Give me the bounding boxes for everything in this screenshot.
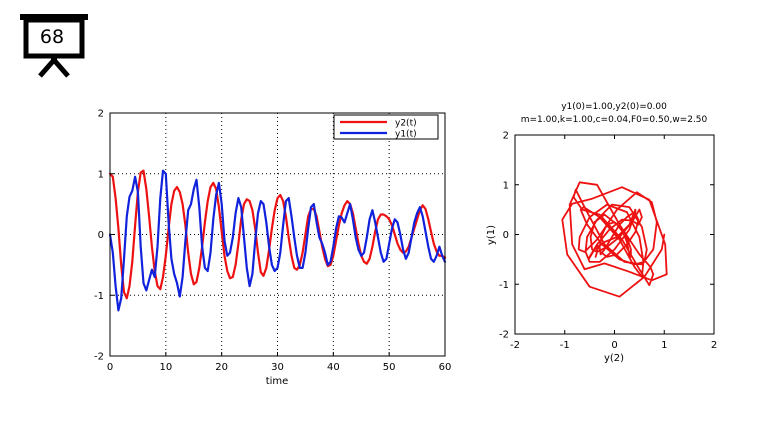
legend-label-y2: y2(t) <box>395 119 417 129</box>
x-tick-label: 0 <box>107 362 113 373</box>
y-tick-label: -1 <box>94 291 104 302</box>
y-tick-label: -2 <box>94 352 104 363</box>
legend-label-y1: y1(t) <box>395 130 417 140</box>
x-axis-label: time <box>266 376 289 387</box>
x-tick-label: 50 <box>383 362 396 373</box>
x-tick-label: 10 <box>159 362 172 373</box>
series-group <box>108 169 447 312</box>
x-tick-label: 60 <box>439 362 452 373</box>
y-tick-label: 1 <box>98 169 104 180</box>
x-tick-label: 30 <box>271 362 284 373</box>
grid-lines <box>110 113 445 356</box>
presentation-board-icon <box>20 14 88 78</box>
x-tick-label: 20 <box>215 362 228 373</box>
tick-labels: 0 10 20 30 40 50 60 -2 -1 0 1 2 <box>94 109 451 374</box>
x-tick-label: 40 <box>327 362 340 373</box>
legend: y2(t) y1(t) <box>333 114 439 140</box>
slide-number: 68 <box>39 26 65 48</box>
y-tick-label: 0 <box>98 230 104 241</box>
series-line-y2 <box>108 169 447 300</box>
legend-box <box>333 114 439 140</box>
series-line-y1 <box>108 169 447 312</box>
y-tick-label: 2 <box>98 109 104 120</box>
